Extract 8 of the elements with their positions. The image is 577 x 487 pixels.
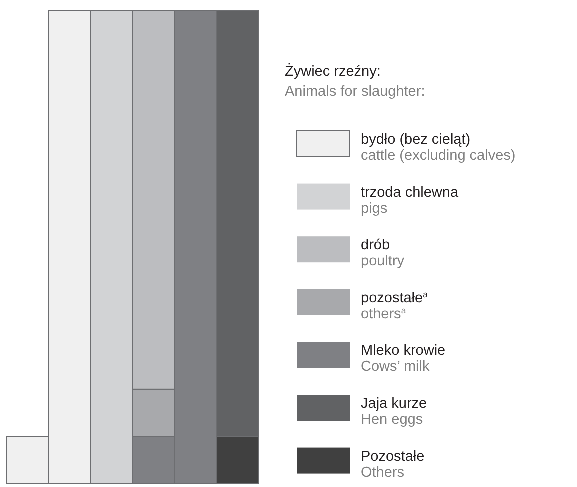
legend-label: Mleko krowie Cows’ milk [361, 343, 446, 376]
legend-label: drób poultry [361, 238, 406, 270]
legend-title: Żywiec rzeźny: Animals for slaughter: [285, 63, 426, 100]
text: pozostałe$^{a}$ others$^{a}$ [361, 289, 428, 322]
legend-label: trzoda chlewna pigs [361, 184, 460, 217]
legend-label: Jaja kurze Hen eggs [361, 396, 428, 428]
legend-label: Pozostałe Others [361, 448, 425, 481]
legend-label: bydło (bez cieląt) cattle (excluding calves) [361, 132, 516, 164]
